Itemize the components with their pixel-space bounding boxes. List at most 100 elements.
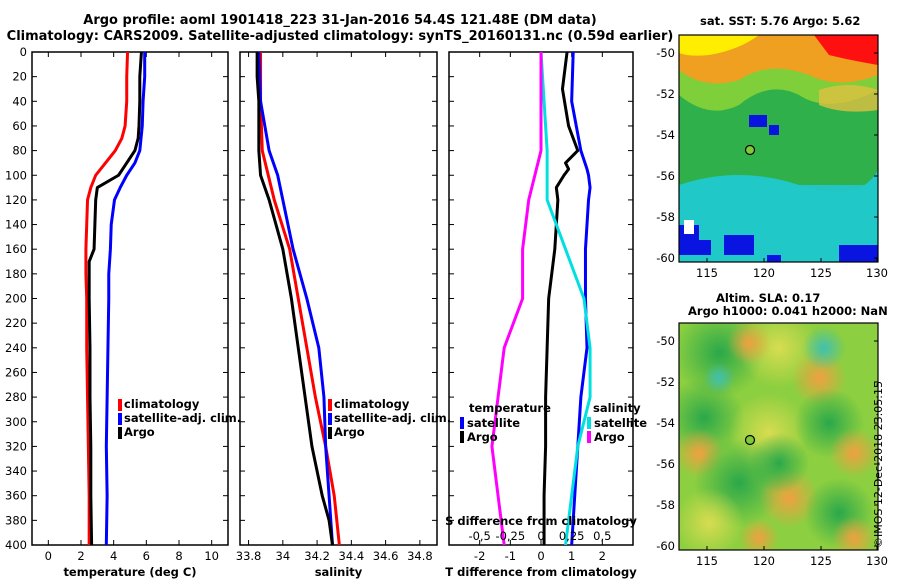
sla-blob (802, 326, 846, 370)
legend-label: satellite (594, 416, 647, 430)
legend-swatch (328, 399, 332, 411)
map-y-tick-label: -60 (656, 539, 675, 553)
sst-cloud-patch (767, 255, 781, 262)
depth-tick-label: 20 (12, 70, 27, 84)
x-tick-label: 10 (204, 549, 219, 563)
map-y-tick-label: -50 (656, 334, 675, 348)
x-axis-label-temperature: temperature (deg C) (63, 565, 196, 579)
depth-tick-label: 240 (5, 341, 27, 355)
x-tick-label: 33.8 (236, 549, 262, 563)
map-y-tick-label: -50 (656, 46, 675, 60)
temperature-line-0 (84, 51, 130, 545)
s-tick-label: 0,5 (593, 529, 611, 543)
map-x-tick-label: 115 (696, 266, 718, 280)
legend-title-temperature: temperature (469, 401, 551, 415)
sla-blob (727, 323, 771, 365)
x-tick-label: 34 (276, 549, 291, 563)
argo-height-caption: Argo h1000: 0.041 h2000: NaN (688, 304, 888, 318)
sst-caption: sat. SST: 5.76 Argo: 5.62 (700, 14, 861, 28)
map-x-tick-label: 130 (866, 554, 888, 568)
legend-label: climatology (334, 397, 410, 411)
depth-tick-label: 380 (5, 513, 27, 527)
legend-label: Argo (594, 430, 625, 444)
sla-blob (679, 488, 744, 550)
map-x-tick-label: 120 (753, 554, 775, 568)
legend-title-salinity: salinity (593, 401, 641, 415)
panel-frame-salinity (239, 51, 438, 546)
depth-tick-label: 160 (5, 242, 27, 256)
x-tick-label: 4 (110, 549, 117, 563)
salinity-line-2 (255, 52, 334, 546)
legend-swatch (460, 431, 464, 443)
s-tick-label: -0,5 (468, 529, 490, 543)
map-x-tick-label: 115 (696, 554, 718, 568)
sst-map (679, 35, 878, 262)
x-tick-label: 34.8 (407, 549, 433, 563)
x-tick-label: 0 (45, 549, 52, 563)
map-y-tick-label: -52 (656, 375, 675, 389)
x-tick-label: -2 (474, 549, 485, 563)
legend-label: satellite-adj. clim. (124, 411, 241, 425)
sla-map (679, 323, 878, 550)
sla-blob (703, 362, 735, 394)
depth-tick-label: 100 (5, 168, 27, 182)
sla-blob (832, 516, 876, 550)
depth-tick-label: 340 (5, 464, 27, 478)
legend-swatch (460, 417, 464, 429)
imos-watermark: ©IMOS 12-Dec-2018 23:05:15 (872, 381, 885, 548)
sst-cloud-patch (749, 115, 767, 127)
legend-swatch (118, 413, 122, 425)
legend-swatch (118, 399, 122, 411)
map-y-tick-label: -58 (656, 210, 675, 224)
depth-tick-label: 180 (5, 267, 27, 281)
legend-label: climatology (124, 397, 200, 411)
s-axis-label: S difference from climatology (445, 514, 637, 528)
difference-line-1 (542, 51, 580, 545)
map-y-tick-label: -56 (656, 457, 675, 471)
temperature-line-1 (104, 52, 147, 546)
sst-cloud-patch (769, 125, 779, 135)
s-tick-label: -0,25 (495, 529, 525, 543)
temperature-line-2 (87, 51, 143, 546)
sla-map-frame (678, 322, 879, 551)
depth-tick-label: 220 (5, 316, 27, 330)
title-line-2: Climatology: CARS2009. Satellite-adjuste… (6, 29, 674, 44)
map-y-tick-label: -54 (656, 416, 675, 430)
depth-tick-label: 60 (12, 119, 27, 133)
sla-field (679, 323, 878, 550)
legend-label: Argo (334, 425, 365, 439)
map-y-tick-label: -60 (656, 251, 675, 265)
sst-red-patch (814, 35, 878, 65)
sst-map-frame (678, 34, 879, 263)
map-y-tick-label: -58 (656, 498, 675, 512)
depth-tick-label: 80 (12, 144, 27, 158)
map-x-tick-label: 125 (810, 554, 832, 568)
legend-swatch (118, 427, 122, 439)
sst-cloud-patch (839, 245, 878, 262)
sla-caption: Altim. SLA: 0.17 (716, 291, 821, 305)
sla-blob (749, 433, 809, 493)
map-x-tick-label: 120 (753, 266, 775, 280)
x-tick-label: 1 (568, 549, 575, 563)
legend-label: Argo (124, 425, 155, 439)
map-x-tick-label: 130 (866, 266, 888, 280)
s-tick-label: 0,25 (559, 529, 585, 543)
title-line-1: Argo profile: aoml 1901418_223 31-Jan-20… (83, 13, 597, 28)
salinity-line-1 (257, 51, 335, 546)
map-y-tick-label: -54 (656, 128, 675, 142)
salinity-line-0 (259, 52, 341, 546)
argo-location-marker-sla (744, 434, 756, 446)
legend-swatch (328, 413, 332, 425)
legend-label: satellite (467, 416, 520, 430)
depth-tick-label: 200 (5, 292, 27, 306)
sst-cloud-patch (724, 235, 754, 255)
difference-line-2 (539, 51, 592, 546)
legend-swatch (328, 427, 332, 439)
depth-tick-label: 320 (5, 439, 27, 453)
legend-swatch (587, 431, 591, 443)
difference-line-3 (490, 52, 543, 546)
depth-tick-label: 260 (5, 365, 27, 379)
depth-tick-label: 140 (5, 218, 27, 232)
sst-orange-band (819, 85, 878, 112)
